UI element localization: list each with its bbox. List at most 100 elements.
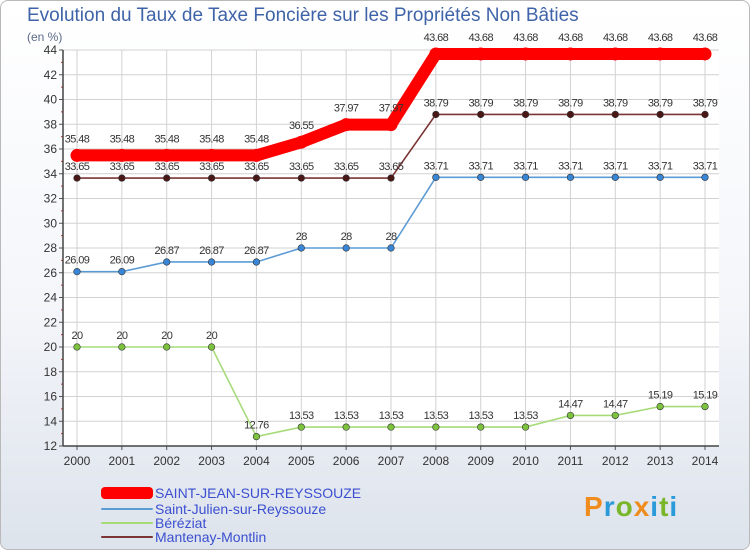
data-label: 13.53 <box>334 410 359 422</box>
legend-label: SAINT-JEAN-SUR-REYSSOUZE <box>155 485 362 501</box>
data-label: 33.71 <box>468 160 493 172</box>
data-point <box>432 110 440 119</box>
data-label: 38.79 <box>558 97 583 109</box>
data-point <box>160 148 174 162</box>
x-tick-label: 2011 <box>558 454 584 468</box>
y-tick-label: 16 <box>44 390 58 404</box>
data-label: 35.48 <box>244 133 269 145</box>
y-tick-label: 44 <box>44 43 58 57</box>
data-label: 13.53 <box>379 410 404 422</box>
data-label: 37.97 <box>334 103 359 115</box>
data-label: 43.68 <box>603 32 628 44</box>
data-label: 43.68 <box>648 32 673 44</box>
data-point <box>339 118 353 132</box>
data-label: 33.65 <box>334 161 359 173</box>
legend-swatch <box>101 508 153 510</box>
legend-swatch <box>101 487 153 499</box>
data-point <box>118 343 126 351</box>
data-point <box>521 423 530 431</box>
data-point <box>656 173 664 181</box>
data-point <box>432 423 440 431</box>
data-point <box>656 110 664 119</box>
data-point <box>205 148 219 162</box>
data-point <box>701 173 709 181</box>
y-tick-label: 14 <box>44 414 58 428</box>
data-point <box>163 174 171 182</box>
data-label: 33.65 <box>289 161 314 173</box>
data-point <box>249 148 263 162</box>
y-tick-label: 12 <box>44 439 58 453</box>
data-label: 37.97 <box>379 103 404 115</box>
data-point <box>477 110 485 119</box>
data-label: 33.65 <box>110 161 135 173</box>
data-label: 33.65 <box>379 161 404 173</box>
data-point <box>342 174 350 182</box>
x-tick-label: 2001 <box>109 454 136 468</box>
logo-letter: o <box>615 491 634 522</box>
logo-letter: t <box>659 491 670 522</box>
data-point <box>297 244 305 252</box>
chart-title: Evolution du Taux de Taxe Foncière sur l… <box>27 5 579 26</box>
data-point <box>297 174 305 182</box>
x-tick-label: 2005 <box>288 454 315 468</box>
y-tick-label: 24 <box>44 291 58 305</box>
x-tick-label: 2000 <box>64 454 91 468</box>
y-tick-label: 34 <box>44 167 58 181</box>
data-point <box>566 110 575 119</box>
data-label: 20 <box>206 330 218 342</box>
y-tick-label: 28 <box>44 241 58 255</box>
x-tick-label: 2002 <box>153 454 180 468</box>
data-point <box>252 432 261 441</box>
data-point <box>608 47 622 61</box>
data-point <box>521 110 530 119</box>
data-label: 13.53 <box>289 410 314 422</box>
y-tick-label: 30 <box>44 216 58 230</box>
data-label: 43.68 <box>468 32 493 44</box>
y-tick-label: 22 <box>44 315 58 329</box>
data-label: 33.71 <box>424 160 449 172</box>
data-point <box>297 423 305 431</box>
legend-item-saint-jean: SAINT-JEAN-SUR-REYSSOUZE <box>101 485 361 501</box>
data-label: 38.79 <box>468 97 493 109</box>
data-point <box>521 173 530 181</box>
data-point <box>387 244 395 252</box>
data-label: 43.68 <box>558 32 583 44</box>
data-point <box>474 47 488 61</box>
data-point <box>163 343 171 351</box>
x-tick-label: 2008 <box>423 454 450 468</box>
data-point <box>294 135 308 149</box>
data-label: 26.87 <box>199 245 224 257</box>
data-label: 26.09 <box>65 255 90 267</box>
data-label: 35.48 <box>65 133 90 145</box>
data-point <box>611 110 619 119</box>
data-point <box>207 174 216 182</box>
data-point <box>477 173 485 181</box>
data-point <box>701 402 709 411</box>
data-label: 20 <box>71 330 83 342</box>
data-label: 26.87 <box>154 245 179 257</box>
data-point <box>611 411 619 420</box>
x-tick-label: 2003 <box>198 454 225 468</box>
data-label: 33.65 <box>244 161 269 173</box>
data-point <box>384 118 398 132</box>
legend-label: Mantenay-Montlin <box>155 529 267 545</box>
data-point <box>387 174 395 182</box>
data-label: 20 <box>116 330 128 342</box>
data-point <box>611 173 619 181</box>
data-label: 35.48 <box>110 133 135 145</box>
legend-label: Saint-Julien-sur-Reyssouze <box>155 501 327 517</box>
x-tick-label: 2007 <box>378 454 405 468</box>
data-label: 15.19 <box>693 390 718 402</box>
data-label: 12.76 <box>244 420 269 432</box>
logo-letter: P <box>584 491 604 522</box>
data-point <box>252 258 261 266</box>
data-point <box>70 148 84 162</box>
data-point <box>563 47 577 61</box>
data-label: 38.79 <box>603 97 628 109</box>
legend-swatch <box>101 536 153 538</box>
data-label: 33.71 <box>648 160 673 172</box>
legend-swatch <box>101 522 153 524</box>
data-label: 35.48 <box>199 133 224 145</box>
